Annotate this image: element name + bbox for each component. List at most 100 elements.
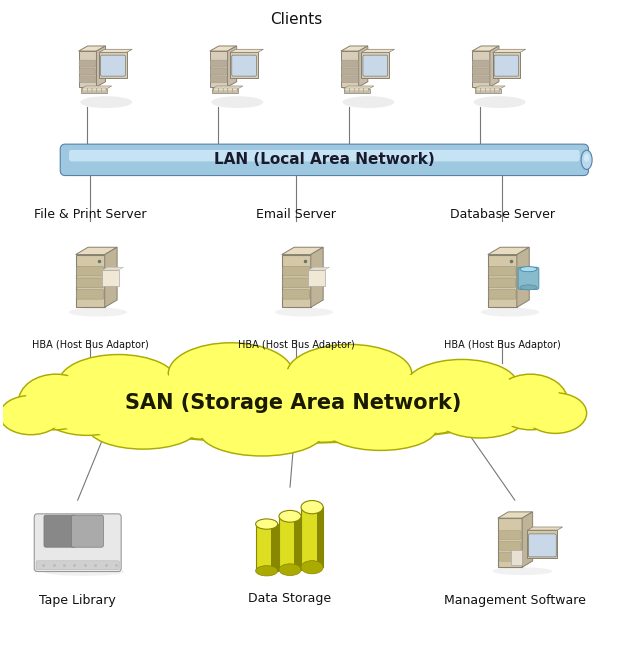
FancyBboxPatch shape (97, 90, 101, 92)
FancyBboxPatch shape (486, 88, 490, 90)
Polygon shape (474, 86, 505, 88)
FancyBboxPatch shape (83, 89, 88, 91)
Text: Tape Library: Tape Library (39, 594, 116, 607)
Ellipse shape (406, 360, 518, 412)
Polygon shape (308, 270, 324, 286)
Polygon shape (343, 88, 370, 92)
FancyBboxPatch shape (354, 90, 359, 92)
FancyBboxPatch shape (77, 267, 104, 276)
FancyBboxPatch shape (214, 88, 219, 90)
FancyBboxPatch shape (472, 68, 490, 75)
FancyBboxPatch shape (219, 90, 223, 92)
FancyBboxPatch shape (101, 55, 125, 76)
Polygon shape (362, 50, 394, 52)
FancyBboxPatch shape (92, 88, 96, 90)
Polygon shape (527, 527, 563, 530)
FancyBboxPatch shape (354, 89, 359, 91)
Polygon shape (498, 512, 532, 518)
Polygon shape (493, 50, 525, 52)
Ellipse shape (524, 393, 587, 434)
FancyBboxPatch shape (283, 290, 310, 299)
Text: Database Server: Database Server (450, 208, 555, 220)
Ellipse shape (59, 354, 178, 410)
Text: HBA (Host Bus Adaptor): HBA (Host Bus Adaptor) (32, 340, 149, 350)
FancyBboxPatch shape (490, 90, 495, 92)
FancyBboxPatch shape (490, 88, 495, 90)
FancyBboxPatch shape (219, 89, 223, 91)
Ellipse shape (301, 500, 323, 513)
FancyBboxPatch shape (66, 160, 583, 170)
Polygon shape (212, 88, 238, 92)
FancyBboxPatch shape (101, 88, 106, 90)
Polygon shape (96, 46, 106, 87)
Ellipse shape (287, 345, 412, 403)
Polygon shape (517, 248, 529, 308)
Ellipse shape (301, 560, 323, 574)
FancyBboxPatch shape (490, 89, 495, 91)
Polygon shape (227, 46, 237, 87)
FancyBboxPatch shape (88, 88, 92, 90)
FancyBboxPatch shape (279, 516, 301, 570)
Ellipse shape (175, 347, 287, 403)
Polygon shape (294, 516, 301, 570)
Text: SAN (Storage Area Network): SAN (Storage Area Network) (125, 393, 461, 412)
FancyBboxPatch shape (472, 76, 490, 82)
FancyBboxPatch shape (210, 68, 227, 75)
FancyBboxPatch shape (228, 88, 232, 90)
FancyBboxPatch shape (71, 515, 103, 547)
Text: HBA (Host Bus Adaptor): HBA (Host Bus Adaptor) (238, 340, 355, 350)
Polygon shape (231, 50, 263, 52)
Polygon shape (472, 51, 490, 87)
Ellipse shape (492, 567, 553, 575)
FancyBboxPatch shape (481, 88, 486, 90)
FancyBboxPatch shape (476, 89, 481, 91)
FancyBboxPatch shape (60, 144, 588, 176)
Ellipse shape (211, 96, 263, 108)
FancyBboxPatch shape (214, 90, 219, 92)
FancyBboxPatch shape (495, 89, 500, 91)
FancyBboxPatch shape (232, 89, 237, 91)
Ellipse shape (168, 343, 293, 405)
FancyBboxPatch shape (97, 89, 101, 91)
Polygon shape (105, 248, 117, 308)
Ellipse shape (66, 359, 171, 408)
FancyBboxPatch shape (283, 278, 310, 288)
Ellipse shape (256, 519, 278, 529)
FancyBboxPatch shape (499, 552, 521, 561)
FancyBboxPatch shape (97, 88, 101, 90)
Ellipse shape (275, 308, 333, 317)
FancyBboxPatch shape (210, 60, 227, 67)
Polygon shape (271, 524, 278, 571)
Polygon shape (341, 46, 368, 51)
FancyBboxPatch shape (44, 515, 76, 547)
Polygon shape (522, 512, 532, 567)
Polygon shape (210, 46, 237, 51)
Polygon shape (358, 46, 368, 87)
Ellipse shape (331, 407, 430, 447)
Ellipse shape (474, 96, 525, 108)
Ellipse shape (499, 379, 562, 428)
FancyBboxPatch shape (494, 55, 518, 76)
FancyBboxPatch shape (79, 68, 96, 75)
FancyBboxPatch shape (223, 88, 228, 90)
Polygon shape (472, 46, 499, 51)
Ellipse shape (68, 368, 518, 443)
Polygon shape (488, 255, 517, 308)
FancyBboxPatch shape (214, 89, 219, 91)
FancyBboxPatch shape (83, 90, 88, 92)
FancyBboxPatch shape (476, 90, 481, 92)
Polygon shape (99, 50, 132, 52)
FancyBboxPatch shape (101, 89, 106, 91)
FancyBboxPatch shape (364, 89, 369, 91)
Polygon shape (99, 52, 127, 78)
Ellipse shape (584, 154, 590, 162)
Ellipse shape (343, 96, 394, 108)
Polygon shape (527, 530, 558, 558)
FancyBboxPatch shape (359, 88, 364, 90)
Polygon shape (76, 255, 105, 308)
Polygon shape (316, 507, 323, 567)
FancyBboxPatch shape (219, 88, 223, 90)
Polygon shape (282, 248, 323, 255)
FancyBboxPatch shape (232, 88, 237, 90)
FancyBboxPatch shape (210, 76, 227, 82)
